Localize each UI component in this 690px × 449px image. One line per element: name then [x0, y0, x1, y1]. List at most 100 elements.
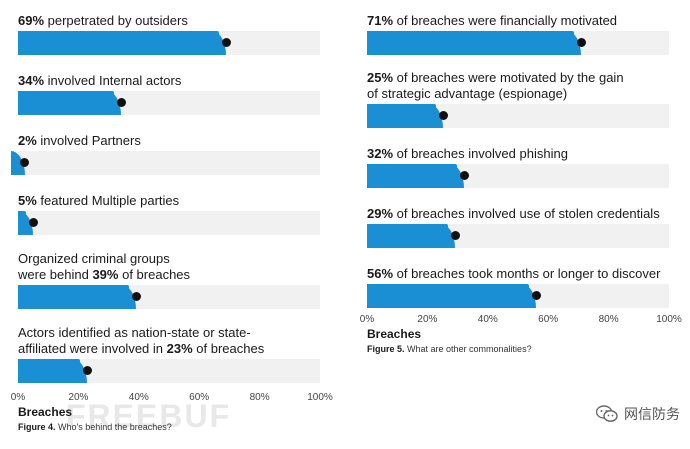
- x-tick-label: 60%: [189, 392, 210, 403]
- caption-label: Figure 4.: [18, 422, 56, 432]
- bar-track: [367, 224, 669, 248]
- bar-label: 34% involved Internal actors: [18, 73, 181, 89]
- caption-label: Figure 5.: [367, 344, 405, 354]
- caption-text: What are other commonalities?: [404, 344, 532, 354]
- label-text: of breaches involved phishing: [393, 146, 568, 161]
- bar-marker: [131, 292, 141, 301]
- bar-marker: [438, 111, 448, 120]
- bar: [367, 164, 464, 188]
- bar-marker: [577, 38, 587, 47]
- label-value: 2%: [18, 133, 37, 148]
- bar-label-line: Organized criminal groups: [18, 251, 190, 267]
- x-tick-label: 20%: [68, 392, 89, 403]
- label-text: of breaches were financially motivated: [393, 13, 618, 28]
- label-text: of strategic advantage (espionage): [367, 86, 568, 101]
- bar: [18, 285, 136, 309]
- bar-label: 56% of breaches took months or longer to…: [367, 266, 660, 282]
- label-value: 32%: [367, 146, 394, 161]
- bar-marker: [29, 218, 39, 227]
- x-tick-label: 0%: [359, 314, 375, 325]
- bar-label: 5% featured Multiple parties: [18, 193, 179, 209]
- label-text: involved Partners: [36, 133, 141, 148]
- label-value: 56%: [367, 266, 394, 281]
- label-text: involved Internal actors: [44, 73, 182, 88]
- bar: [18, 31, 227, 55]
- x-tick-label: 80%: [598, 314, 619, 325]
- label-value: 29%: [367, 206, 394, 221]
- label-text: Organized criminal groups: [18, 251, 170, 266]
- label-text: Actors identified as nation-state or sta…: [18, 325, 251, 340]
- label-text: of breaches took months or longer to dis…: [393, 266, 661, 281]
- bar-marker: [83, 366, 93, 375]
- bar: [367, 104, 442, 128]
- watermark-text: 网信防务: [624, 406, 680, 422]
- x-axis-title: Breaches: [18, 405, 73, 419]
- watermark: 网信防务: [595, 404, 680, 424]
- bar-track: [18, 359, 320, 383]
- label-text: affiliated were involved in: [18, 341, 167, 356]
- label-value: 25%: [367, 70, 394, 85]
- label-value: 69%: [18, 13, 45, 28]
- bar-track: [18, 31, 320, 55]
- bar: [367, 31, 582, 55]
- x-tick-label: 100%: [307, 392, 333, 403]
- x-axis-title: Breaches: [367, 327, 422, 341]
- bar: [18, 91, 121, 115]
- bar-label: 25% of breaches were motivated by the ga…: [367, 70, 624, 102]
- bar-marker: [20, 158, 30, 167]
- bar-label: Actors identified as nation-state or sta…: [18, 325, 264, 357]
- label-value: 39%: [92, 267, 119, 282]
- bar-label: 32% of breaches involved phishing: [367, 146, 568, 162]
- bar-label: 2% involved Partners: [18, 133, 141, 149]
- bar-track: [11, 151, 320, 175]
- chart-whos-behind: 69% perpetrated by outsiders 34% involved…: [10, 13, 333, 432]
- label-text: of breaches: [192, 341, 265, 356]
- bar-marker: [459, 171, 469, 180]
- bar-track: [367, 284, 669, 308]
- label-value: 34%: [18, 73, 45, 88]
- label-text: featured Multiple parties: [36, 193, 180, 208]
- bar-label: 29% of breaches involved use of stolen c…: [367, 206, 660, 222]
- chart-commonalities: 71% of breaches were financially motivat…: [345, 0, 690, 449]
- bar-track: [18, 91, 320, 115]
- label-text: were behind: [18, 267, 93, 282]
- bar-label: 71% of breaches were financially motivat…: [367, 13, 617, 29]
- bar-label: 69% perpetrated by outsiders: [18, 13, 188, 29]
- bar-track: [18, 211, 320, 235]
- bar-label-line: Actors identified as nation-state or sta…: [18, 325, 264, 341]
- x-tick-label: 40%: [128, 392, 149, 403]
- bar-track: [18, 285, 320, 309]
- bar-label-line: 25% of breaches were motivated by the ga…: [367, 70, 624, 86]
- bar-label-line: affiliated were involved in 23% of breac…: [18, 341, 264, 357]
- bar-label-line: of strategic advantage (espionage): [367, 86, 624, 102]
- x-tick-label: 100%: [656, 314, 682, 325]
- bar-track: [367, 104, 669, 128]
- label-text: of breaches involved use of stolen crede…: [393, 206, 660, 221]
- bar-marker: [450, 231, 460, 240]
- label-value: 71%: [367, 13, 394, 28]
- label-text: of breaches were motivated by the gain: [393, 70, 624, 85]
- x-tick-label: 0%: [10, 392, 26, 403]
- bar-label: Organized criminal groups were behind 39%…: [18, 251, 190, 283]
- bar: [367, 284, 537, 308]
- figure-caption: Figure 5. What are other commonalities?: [367, 344, 532, 354]
- wechat-icon: [595, 405, 618, 423]
- x-tick-label: 80%: [249, 392, 270, 403]
- bar-marker: [116, 98, 126, 107]
- bar: [18, 359, 88, 383]
- label-value: 5%: [18, 193, 37, 208]
- bar-track: [367, 164, 669, 188]
- x-tick-label: 40%: [477, 314, 498, 325]
- caption-text: Who's behind the breaches?: [55, 422, 172, 432]
- bar-marker: [532, 291, 542, 300]
- bar: [367, 224, 455, 248]
- bar: [18, 211, 34, 235]
- label-text: of breaches: [118, 267, 191, 282]
- figure-caption: Figure 4. Who's behind the breaches?: [18, 422, 172, 432]
- bar-marker: [222, 38, 232, 47]
- label-value: 23%: [166, 341, 193, 356]
- bar-label-line: were behind 39% of breaches: [18, 267, 190, 283]
- x-tick-label: 20%: [417, 314, 438, 325]
- x-tick-label: 60%: [538, 314, 559, 325]
- label-text: perpetrated by outsiders: [44, 13, 188, 28]
